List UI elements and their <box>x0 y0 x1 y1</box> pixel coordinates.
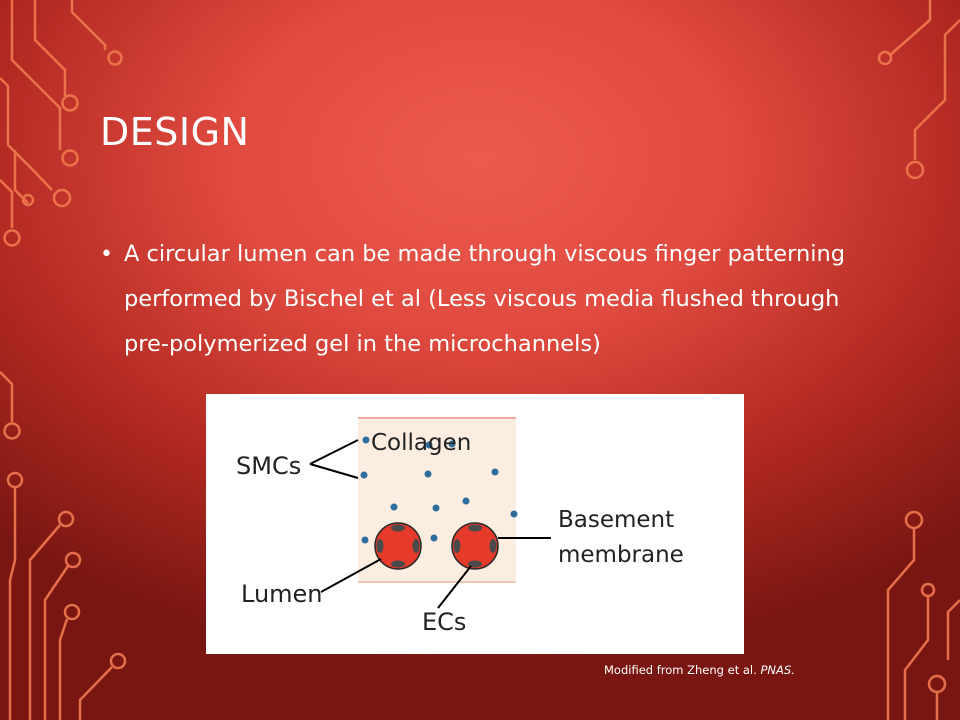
bullet-icon: • <box>100 242 113 267</box>
label-collagen: Collagen <box>371 430 471 456</box>
diagram-figure: SMCs Collagen Basement membrane Lumen EC… <box>206 394 744 654</box>
label-lumen: Lumen <box>241 580 323 608</box>
bullet-list: • A circular lumen can be made through v… <box>100 232 890 367</box>
label-smcs: SMCs <box>236 452 301 480</box>
credit-text: Modified from Zheng et al. <box>604 663 761 677</box>
leader-lines <box>309 439 551 609</box>
slide-title: DESIGN <box>100 110 250 154</box>
lumen-left <box>374 522 422 570</box>
figure-credit: Modified from Zheng et al. PNAS. <box>604 663 795 677</box>
label-ecs: ECs <box>422 608 466 636</box>
credit-journal: PNAS. <box>760 663 795 677</box>
label-membrane: membrane <box>558 542 684 568</box>
bullet-text: A circular lumen can be made through vis… <box>124 241 846 357</box>
smc-cells <box>360 436 518 544</box>
lumen-right <box>451 522 499 570</box>
label-basement: Basement <box>558 507 674 533</box>
